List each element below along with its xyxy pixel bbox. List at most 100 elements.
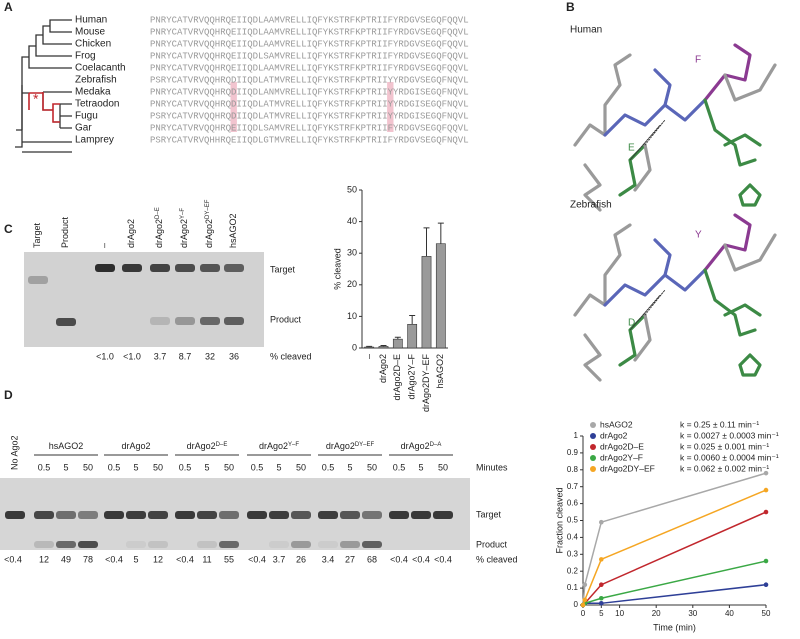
species-name: Zebrafish — [75, 75, 117, 86]
legend-marker — [590, 422, 596, 428]
data-point — [582, 597, 588, 603]
percent-cleaved: 8.7 — [179, 351, 192, 361]
gel-band — [224, 317, 244, 325]
gel-band — [148, 541, 168, 548]
x-tick-label: 20 — [652, 609, 661, 618]
minutes-tick: 5 — [276, 462, 281, 472]
stick — [723, 233, 777, 272]
series-line — [582, 511, 767, 606]
band-label: Product — [270, 314, 302, 324]
minutes-tick: 0.5 — [393, 462, 406, 472]
y-tick-label: 0.4 — [567, 533, 579, 542]
data-point — [599, 595, 604, 601]
y-axis-label: % cleaved — [332, 248, 342, 290]
stick — [573, 223, 632, 317]
structure-title: Human — [570, 25, 602, 36]
gel-band — [362, 511, 382, 519]
bar — [407, 323, 418, 349]
lane-label-sup: DY–EF — [205, 199, 211, 219]
percent-cleaved: <0.4 — [4, 554, 22, 564]
legend-marker — [590, 444, 596, 450]
panel-label: B — [566, 0, 575, 14]
gel-band — [291, 511, 311, 519]
gel-band — [197, 541, 217, 548]
group-label: drAgo2 — [121, 441, 150, 451]
species-name: Medaka — [75, 87, 111, 98]
percent-cleaved: <0.4 — [434, 554, 452, 564]
gel-band — [200, 317, 220, 325]
gel-band — [28, 276, 48, 284]
structure-model — [573, 43, 777, 212]
x-tick-label: 40 — [725, 609, 734, 618]
legend-annotation: k = 0.0027 ± 0.0003 min⁻¹ — [680, 430, 779, 440]
stick — [573, 53, 632, 147]
bar — [421, 256, 432, 349]
percent-cleaved: 3.4 — [322, 554, 335, 564]
error-bar — [366, 345, 373, 348]
gel-band — [318, 511, 338, 519]
y-tick-label: 30 — [347, 248, 357, 258]
series-line — [582, 560, 767, 606]
percent-cleaved: 5 — [133, 554, 138, 564]
panel-label: A — [4, 0, 13, 14]
x-tick-label: drAgo2 — [378, 354, 388, 383]
legend-annotation: k = 0.25 ± 0.11 min⁻¹ — [680, 419, 759, 429]
group-label-text: drAgo2 — [121, 441, 150, 451]
group-label-text: drAgo2 — [259, 441, 288, 451]
error-bar — [409, 314, 416, 325]
legend-marker — [590, 455, 596, 461]
stick — [703, 268, 757, 337]
gel-band — [247, 511, 267, 519]
species-name: Gar — [75, 123, 92, 134]
gel-band — [269, 511, 289, 519]
gel-band — [269, 541, 289, 548]
percent-cleaved: 36 — [229, 351, 239, 361]
species-name: Mouse — [75, 27, 105, 38]
percent-cleaved: <0.4 — [412, 554, 430, 564]
y-tick-label: 0.7 — [567, 482, 579, 491]
y-tick-label: 0.6 — [567, 499, 579, 508]
percent-cleaved: 3.7 — [273, 554, 286, 564]
gel-band — [219, 511, 239, 519]
percent-cleaved: 26 — [296, 554, 306, 564]
stick — [618, 313, 647, 367]
panel-label: D — [4, 388, 13, 402]
data-point — [580, 602, 586, 608]
gel-band — [175, 511, 195, 519]
y-tick-label: 10 — [347, 311, 357, 321]
y-axis-label: Fraction cleaved — [554, 487, 564, 553]
series-line — [582, 489, 767, 606]
data-point — [582, 582, 588, 588]
x-tick-label: 0 — [581, 609, 586, 618]
minutes-tick: 0.5 — [251, 462, 264, 472]
lane-label-text: hsAGO2 — [228, 213, 238, 248]
percent-cleaved: 68 — [367, 554, 377, 564]
lane-label-text: drAgo2 — [154, 219, 164, 248]
legend-annotation: k = 0.0060 ± 0.0004 min⁻¹ — [680, 452, 779, 462]
y-tick-label: 0.8 — [567, 465, 579, 474]
legend-marker — [590, 433, 596, 439]
y-tick-label: 0 — [574, 600, 579, 609]
species-name: Chicken — [75, 39, 111, 50]
legend-marker — [590, 466, 596, 472]
minutes-tick: 0.5 — [179, 462, 192, 472]
group-label: drAgo2D–A — [401, 441, 442, 451]
lane-label: hsAGO2 — [228, 213, 238, 248]
gel-band — [148, 511, 168, 519]
bar — [392, 338, 403, 349]
gel-band — [126, 511, 146, 519]
sequence: PSRYCATVRVQHHRQEIIQDLGTMVRELLIQFYKSTRFKP… — [150, 135, 469, 145]
group-label-sup: D–E — [216, 442, 228, 448]
stick — [738, 183, 762, 207]
minutes-tick: 50 — [296, 462, 306, 472]
gel-band — [150, 317, 170, 325]
lane-label: Product — [60, 216, 70, 248]
gel-band — [175, 317, 195, 325]
stick — [653, 238, 672, 277]
minutes-tick: 5 — [347, 462, 352, 472]
lane-label-sup: D–E — [155, 207, 161, 219]
minutes-tick: 50 — [83, 462, 93, 472]
gel-band — [340, 511, 360, 519]
residue-label: F — [695, 55, 701, 66]
